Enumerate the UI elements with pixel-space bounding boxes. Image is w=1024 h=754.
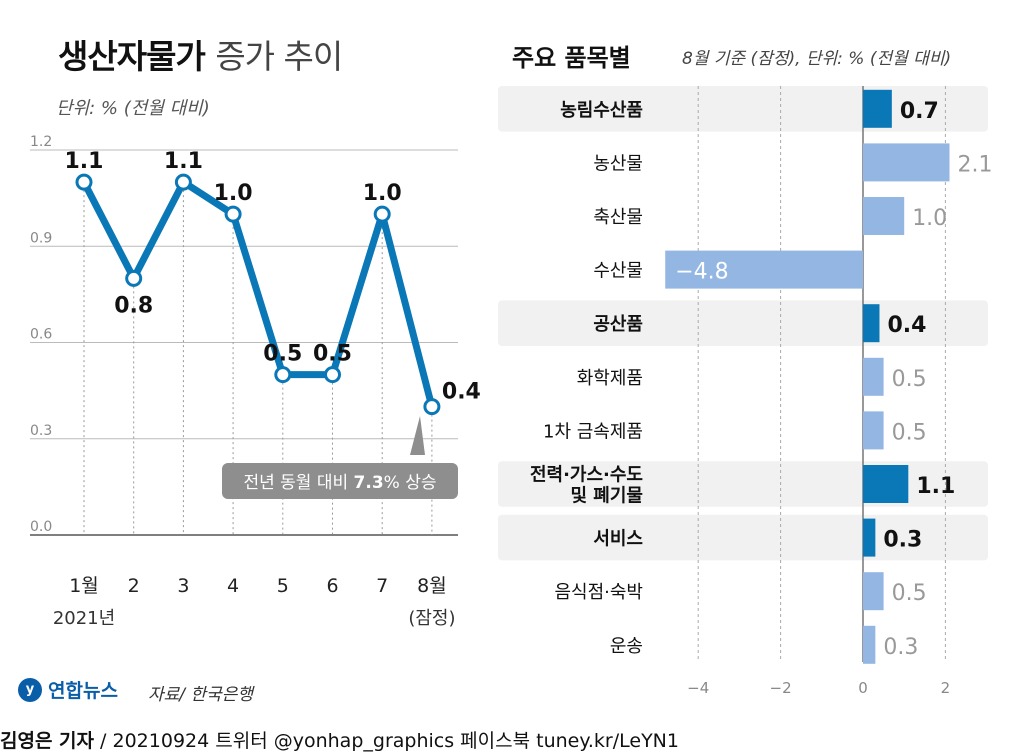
bar bbox=[863, 197, 905, 235]
x-tick-label: 4 bbox=[227, 575, 239, 597]
data-label: 0.8 bbox=[114, 293, 153, 318]
right-title: 주요 품목별 bbox=[512, 44, 631, 72]
bar bbox=[863, 357, 884, 396]
bar bbox=[863, 411, 884, 450]
x-tick-label: 8월 bbox=[417, 575, 447, 597]
data-label: 0.5 bbox=[263, 342, 302, 367]
value-label: 0.3 bbox=[883, 635, 918, 660]
data-label: 1.1 bbox=[164, 149, 203, 174]
title-rest: 증가 추이 bbox=[215, 37, 343, 76]
data-point bbox=[423, 398, 441, 416]
y-tick-label: 0.9 bbox=[30, 230, 52, 246]
data-point bbox=[125, 269, 143, 287]
data-label: 1.1 bbox=[65, 149, 104, 174]
value-label: 0.5 bbox=[892, 420, 927, 445]
x-tick-sublabel: (잠정) bbox=[408, 608, 455, 629]
category-label: 서비스 bbox=[593, 529, 643, 550]
bar bbox=[665, 250, 863, 289]
right-note: 8월 기준 (잠정), 단위: % (전월 대비) bbox=[682, 49, 952, 69]
value-label: 0.5 bbox=[892, 367, 927, 392]
category-label: 수산물 bbox=[593, 261, 643, 282]
data-point bbox=[174, 173, 192, 191]
bar-chart: −4 −2 0 2 농림수산품 0.7 농산물 2.1 축산물 1.0 수산물 −4.8 공산품 0.4 화… bbox=[498, 86, 993, 697]
footer: 김영은 기자 / 20210924 트위터 @yonhap_graphics 페… bbox=[0, 726, 679, 753]
data-point bbox=[224, 205, 242, 223]
x-tick-label: 0 bbox=[858, 679, 868, 697]
value-label: 0.5 bbox=[892, 581, 927, 606]
value-label: 1.1 bbox=[916, 474, 955, 499]
logo-text: 연합뉴스 bbox=[48, 680, 118, 702]
x-tick-label: 2 bbox=[941, 679, 951, 697]
bar bbox=[863, 89, 892, 128]
callout-box bbox=[222, 463, 458, 499]
x-tick-label: 2 bbox=[128, 575, 140, 597]
x-tick-sublabel: 2021년 bbox=[53, 608, 115, 629]
data-point bbox=[274, 366, 292, 384]
category-label: 음식점·숙박 bbox=[554, 582, 643, 603]
value-label: 2.1 bbox=[958, 152, 993, 177]
value-label: 0.3 bbox=[883, 528, 922, 553]
y-tick-label: 0.0 bbox=[30, 519, 52, 535]
y-tick-label: 0.3 bbox=[30, 423, 52, 439]
bar bbox=[863, 304, 880, 343]
y-tick-label: 1.2 bbox=[30, 134, 52, 150]
x-tick-label: 1월 bbox=[69, 575, 99, 597]
x-tick-label: 7 bbox=[376, 575, 388, 597]
bar bbox=[863, 143, 950, 182]
bar bbox=[863, 625, 876, 664]
y-tick-label: 0.6 bbox=[30, 327, 52, 343]
logo-mark-icon: y bbox=[18, 677, 42, 702]
data-label: 0.5 bbox=[313, 342, 352, 367]
category-label: 축산물 bbox=[593, 207, 643, 228]
category-label: 1차 금속제품 bbox=[543, 421, 643, 442]
data-label: 1.0 bbox=[214, 181, 253, 206]
x-tick-label: −2 bbox=[770, 679, 792, 697]
footer-reporter: 김영은 기자 bbox=[0, 730, 95, 752]
category-label: 운송 bbox=[610, 636, 643, 657]
title-bold: 생산자물가 bbox=[58, 37, 206, 76]
category-label: 및 폐기물 bbox=[570, 486, 643, 507]
logo: y 연합뉴스 bbox=[18, 676, 118, 703]
category-label: 전력·가스·수도 bbox=[530, 465, 643, 486]
data-label: 0.4 bbox=[442, 380, 481, 405]
bar bbox=[863, 572, 884, 611]
x-tick-label: 3 bbox=[177, 575, 189, 597]
data-point bbox=[373, 205, 391, 223]
category-label: 농산물 bbox=[593, 153, 643, 174]
data-point bbox=[75, 173, 93, 191]
source-label: 자료/ 한국은행 bbox=[148, 685, 253, 705]
bar bbox=[863, 465, 909, 503]
left-unit-label: 단위: % (전월 대비) bbox=[56, 98, 210, 119]
category-label: 농림수산품 bbox=[560, 100, 643, 121]
line-chart: 0.0 0.3 0.6 0.9 1.2 1.1 0.8 1.1 1.0 0.5 0.5 1.0 0.4 1… bbox=[30, 134, 481, 629]
value-label: 1.0 bbox=[912, 206, 947, 231]
footer-rest: / 20210924 트위터 @yonhap_graphics 페이스북 tun… bbox=[94, 730, 679, 752]
value-label: 0.4 bbox=[887, 313, 926, 338]
x-tick-label: 6 bbox=[326, 575, 338, 597]
page-title: 생산자물가 증가 추이 bbox=[58, 30, 343, 78]
callout-text: 전년 동월 대비 7.3% 상승 bbox=[243, 473, 436, 493]
value-label: 0.7 bbox=[900, 99, 939, 124]
x-tick-label: 5 bbox=[277, 575, 289, 597]
bar bbox=[863, 518, 876, 557]
category-label: 공산품 bbox=[593, 314, 643, 335]
x-tick-label: −4 bbox=[687, 679, 709, 697]
category-label: 화학제품 bbox=[577, 368, 643, 389]
series-line bbox=[80, 178, 436, 408]
value-label: −4.8 bbox=[675, 260, 728, 285]
data-label: 1.0 bbox=[363, 181, 402, 206]
callout-pointer bbox=[410, 416, 425, 455]
data-point bbox=[324, 366, 341, 384]
